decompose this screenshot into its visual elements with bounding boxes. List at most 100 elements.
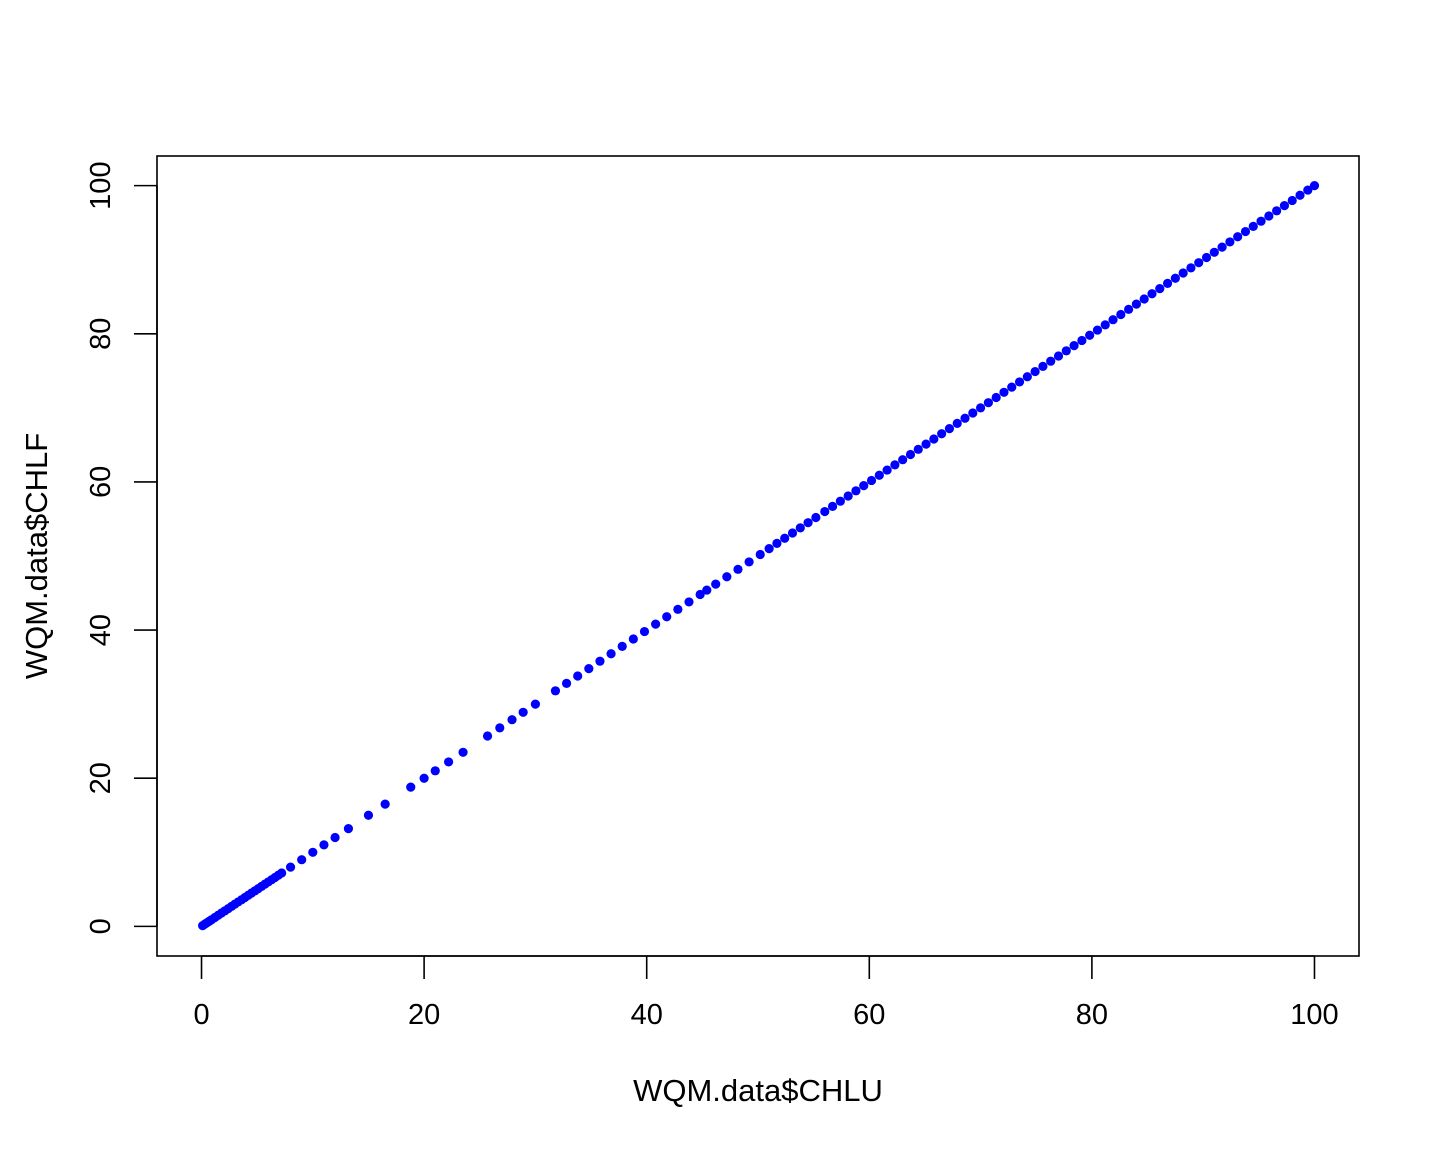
data-point (755, 549, 765, 560)
data-point (1264, 211, 1274, 221)
data-point (1162, 278, 1173, 289)
data-point (1256, 216, 1266, 226)
data-point (673, 604, 683, 614)
data-point (827, 501, 838, 511)
data-point (851, 486, 861, 496)
data-point (1287, 195, 1297, 206)
data-point (890, 460, 900, 470)
data-point (803, 518, 813, 528)
data-point (811, 512, 821, 523)
y-axis-title: WQM.data$CHLF (19, 433, 54, 679)
data-point (1248, 221, 1258, 231)
data-point (991, 392, 1001, 403)
data-point (722, 572, 732, 582)
data-point (835, 496, 845, 506)
x-tick-label: 100 (1290, 999, 1338, 1031)
data-point (406, 782, 416, 792)
data-point (530, 699, 541, 709)
data-point (639, 626, 650, 637)
data-point (561, 678, 572, 689)
data-point (430, 766, 440, 776)
data-point (929, 434, 939, 444)
data-point (1155, 283, 1165, 294)
data-point (1225, 237, 1235, 247)
data-point (550, 686, 561, 696)
data-point (975, 403, 986, 413)
data-point (1030, 366, 1040, 377)
data-point (1209, 247, 1219, 257)
data-point (999, 387, 1009, 397)
y-axis: 0 20 40 60 80 100 (85, 161, 158, 934)
data-point (1295, 190, 1305, 200)
data-point (319, 840, 329, 850)
data-point (1124, 304, 1134, 314)
data-point (495, 723, 505, 733)
data-point (1279, 201, 1290, 211)
data-point (820, 506, 830, 517)
data-point (330, 832, 340, 843)
data-point (1046, 356, 1056, 366)
data-point (905, 449, 916, 460)
data-point (733, 564, 743, 574)
data-points (198, 181, 1320, 931)
data-point (913, 444, 923, 454)
y-tick-label: 40 (85, 614, 117, 646)
data-point (772, 538, 782, 549)
x-tick-label: 60 (853, 999, 885, 1031)
data-point (1038, 361, 1048, 371)
data-point (1092, 325, 1103, 335)
y-tick-label: 60 (85, 466, 117, 498)
data-point (1131, 299, 1142, 309)
data-point (1053, 351, 1064, 361)
data-point (1077, 335, 1087, 346)
data-point (1233, 232, 1243, 242)
data-point (944, 423, 955, 434)
data-point (651, 619, 661, 629)
x-tick-label: 40 (631, 999, 663, 1031)
data-point (606, 649, 616, 659)
data-point (1022, 372, 1032, 382)
data-point (363, 810, 374, 820)
data-point (584, 663, 594, 674)
data-point (617, 641, 627, 651)
data-point (1272, 206, 1282, 216)
data-point (1303, 185, 1313, 195)
data-point (1007, 382, 1017, 392)
data-point (443, 757, 454, 767)
data-point (1201, 252, 1212, 263)
data-point (866, 475, 877, 486)
y-tick-label: 0 (85, 918, 117, 934)
data-point (419, 773, 429, 783)
x-axis-title: WQM.data$CHLU (633, 1073, 883, 1108)
data-point (1085, 330, 1095, 340)
data-point (1170, 273, 1180, 283)
data-point (921, 439, 931, 449)
data-point (662, 612, 672, 622)
data-point (380, 799, 390, 809)
data-point (684, 597, 694, 607)
data-point (482, 731, 493, 741)
data-point (937, 429, 947, 439)
data-point (458, 747, 468, 757)
data-point (1147, 289, 1157, 299)
data-point (1178, 268, 1188, 278)
data-point (711, 579, 721, 589)
data-point (787, 528, 798, 538)
data-point (882, 465, 892, 475)
data-point (795, 523, 805, 533)
data-point (297, 855, 307, 865)
data-point (1014, 377, 1025, 387)
data-point (343, 823, 354, 834)
data-point (1116, 309, 1126, 320)
data-point (518, 707, 528, 717)
data-point (983, 398, 993, 408)
data-point (764, 543, 774, 554)
y-tick-label: 80 (85, 318, 117, 350)
data-point (628, 634, 638, 644)
data-point (1186, 263, 1196, 273)
data-point (595, 656, 605, 666)
data-point (960, 413, 970, 423)
data-point (1100, 320, 1110, 330)
x-tick-label: 0 (193, 999, 209, 1031)
